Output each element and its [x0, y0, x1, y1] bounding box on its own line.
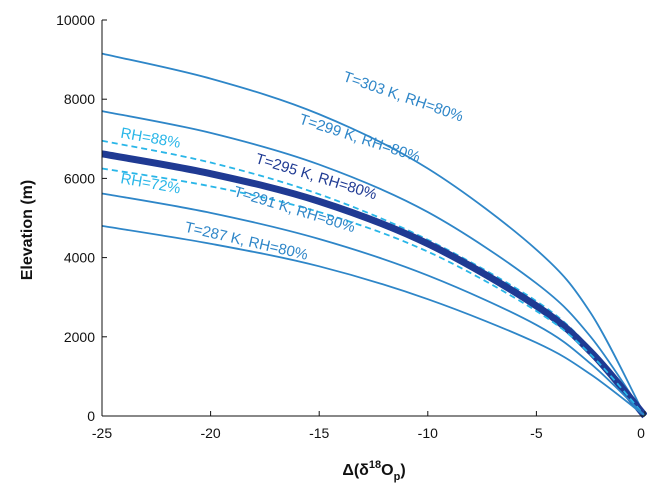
series-line-5: [101, 192, 646, 417]
series-line-3: [101, 150, 647, 419]
y-tick-label-4: 8000: [64, 91, 95, 107]
y-tick-label-1: 2000: [64, 329, 95, 345]
y-tick-label-0: 0: [87, 408, 95, 424]
series-line-2: [101, 139, 646, 417]
x-tick-label-0: -25: [92, 425, 112, 441]
curve-label-1: T=299 K, RH=80%: [297, 111, 422, 166]
y-tick-label-3: 6000: [64, 170, 95, 186]
series-line-1: [101, 110, 646, 417]
axes: -25 -20 -15 -10 -5 0 0 2000 4000 6000 8000 10000: [56, 12, 646, 441]
x-tick-label-1: -20: [200, 425, 220, 441]
y-tick-label-5: 10000: [56, 12, 95, 28]
x-axis-title-sub: p: [394, 471, 401, 483]
y-ticks: 0 2000 4000 6000 8000 10000: [56, 12, 107, 424]
x-tick-label-5: 0: [637, 425, 645, 441]
x-axis-title-suffix: ): [400, 462, 405, 479]
curves: [101, 52, 647, 419]
x-axis-title: Δ(δ18Op): [342, 459, 405, 483]
curve-label-2: RH=88%: [119, 125, 181, 152]
x-tick-label-3: -10: [418, 425, 438, 441]
x-tick-label-2: -15: [309, 425, 329, 441]
x-axis-title-sup: 18: [369, 459, 381, 471]
y-tick-label-2: 4000: [64, 250, 95, 266]
x-axis-title-prefix: Δ(δ: [342, 462, 369, 479]
series-line-6: [101, 225, 646, 417]
curve-label-0: T=303 K, RH=80%: [341, 68, 466, 125]
y-axis-title: Elevation (m): [19, 180, 36, 280]
series-line-0: [101, 52, 646, 417]
x-tick-label-4: -5: [530, 425, 543, 441]
series-line-4: [101, 167, 646, 417]
x-ticks: -25 -20 -15 -10 -5 0: [92, 411, 646, 441]
curve-label-4: RH=72%: [119, 170, 181, 197]
x-axis-title-mid: O: [381, 462, 393, 479]
